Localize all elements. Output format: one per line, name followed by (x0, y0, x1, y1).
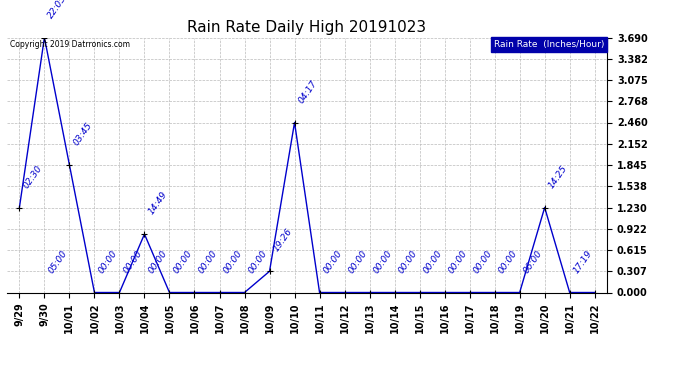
Text: 00:00: 00:00 (397, 248, 419, 274)
Text: 00:00: 00:00 (146, 248, 169, 274)
Text: 05:00: 05:00 (46, 248, 69, 274)
Text: 03:45: 03:45 (72, 121, 94, 147)
Text: 19:26: 19:26 (272, 227, 294, 254)
Text: 00:00: 00:00 (472, 248, 494, 274)
Text: 14:25: 14:25 (546, 163, 569, 190)
Text: 22:05: 22:05 (46, 0, 69, 20)
Text: 02:30: 02:30 (21, 163, 43, 190)
Text: 00:00: 00:00 (346, 248, 369, 274)
Text: 00:00: 00:00 (172, 248, 194, 274)
Title: Rain Rate Daily High 20191023: Rain Rate Daily High 20191023 (188, 20, 426, 35)
Text: 17:19: 17:19 (572, 248, 594, 274)
Text: 00:00: 00:00 (197, 248, 219, 274)
Text: 00:00: 00:00 (121, 248, 144, 274)
Text: 00:00: 00:00 (497, 248, 519, 274)
Text: Rain Rate  (Inches/Hour): Rain Rate (Inches/Hour) (494, 40, 604, 49)
Text: 00:00: 00:00 (322, 248, 344, 274)
Text: 00:00: 00:00 (246, 248, 269, 274)
Text: 00:00: 00:00 (422, 248, 444, 274)
Text: 14:49: 14:49 (146, 190, 169, 216)
Text: 00:00: 00:00 (221, 248, 244, 274)
Text: 00:00: 00:00 (446, 248, 469, 274)
Text: 00:00: 00:00 (97, 248, 119, 274)
Text: 06:00: 06:00 (522, 248, 544, 274)
Text: 00:00: 00:00 (372, 248, 394, 274)
Text: 04:17: 04:17 (297, 78, 319, 105)
Text: Copyright 2019 Datrronics.com: Copyright 2019 Datrronics.com (10, 40, 130, 49)
